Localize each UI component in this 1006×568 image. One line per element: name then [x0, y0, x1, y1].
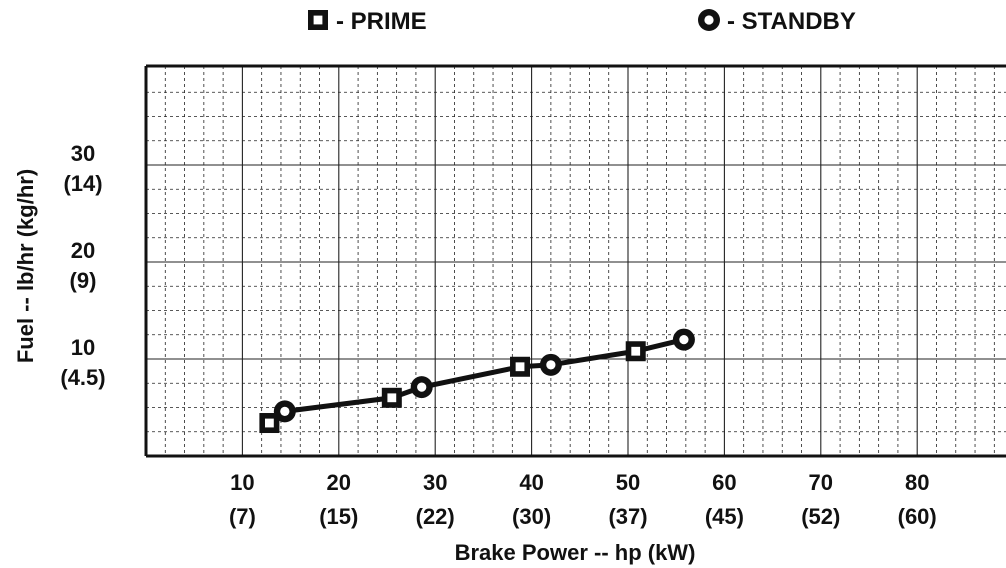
x-tick-label: 70	[809, 470, 833, 495]
x-tick-sublabel: (22)	[416, 504, 455, 529]
prime-data-point	[625, 341, 646, 362]
y-tick-label: 30	[71, 141, 95, 166]
marker-circle-inner	[546, 360, 556, 370]
x-axis-label: Brake Power -- hp (kW)	[455, 540, 696, 565]
standby-data-point	[539, 353, 562, 376]
marker-circle-inner	[704, 15, 714, 25]
x-tick-label: 30	[423, 470, 447, 495]
prime-data-point	[510, 356, 531, 377]
legend-label: - STANDBY	[727, 8, 856, 35]
x-tick-sublabel: (52)	[801, 504, 840, 529]
x-tick-label: 50	[616, 470, 640, 495]
marker-square-inner	[387, 393, 397, 403]
marker-square-inner	[515, 362, 525, 372]
x-tick-sublabel: (15)	[319, 504, 358, 529]
prime-data-point	[259, 413, 280, 434]
series-lines	[267, 337, 685, 426]
marker-square-inner	[264, 418, 274, 428]
legend-square-icon	[308, 10, 328, 30]
x-tick-label: 40	[519, 470, 543, 495]
x-tick-sublabel: (7)	[229, 504, 256, 529]
axis-ticks: 10 (7) 20 (15) 30 (22) 40 (30) 50 (37) 60 (45) 70 (52…	[60, 141, 936, 529]
x-tick-label: 20	[327, 470, 351, 495]
y-tick-sublabel: (9)	[70, 268, 97, 293]
legend-label: - PRIME	[336, 8, 427, 35]
marker-circle-inner	[280, 406, 290, 416]
y-tick-sublabel: (14)	[63, 171, 102, 196]
x-tick-sublabel: (45)	[705, 504, 744, 529]
plot-frame	[144, 64, 1006, 458]
marker-circle-inner	[417, 382, 427, 392]
marker-square-inner	[631, 346, 641, 356]
standby-data-point	[672, 328, 695, 351]
x-tick-label: 10	[230, 470, 254, 495]
fuel-curve-line	[267, 337, 685, 426]
x-tick-sublabel: (60)	[898, 504, 937, 529]
y-tick-sublabel: (4.5)	[60, 365, 105, 390]
legend: - PRIME - STANDBY	[308, 8, 856, 35]
legend-circle-icon	[698, 9, 720, 31]
x-tick-label: 80	[905, 470, 929, 495]
y-axis-label: Fuel -- lb/hr (kg/hr)	[13, 169, 38, 363]
legend-entry: - STANDBY	[698, 8, 856, 35]
marker-square-inner	[313, 15, 323, 25]
y-tick-label: 10	[71, 335, 95, 360]
standby-data-point	[410, 376, 433, 399]
prime-data-point	[381, 387, 402, 408]
series-markers	[259, 328, 695, 434]
x-tick-label: 60	[712, 470, 736, 495]
legend-entry: - PRIME	[308, 8, 427, 35]
standby-data-point	[273, 400, 296, 423]
y-tick-label: 20	[71, 238, 95, 263]
plot-grid	[146, 66, 1006, 456]
x-tick-sublabel: (30)	[512, 504, 551, 529]
marker-circle-inner	[679, 334, 689, 345]
x-tick-sublabel: (37)	[608, 504, 647, 529]
